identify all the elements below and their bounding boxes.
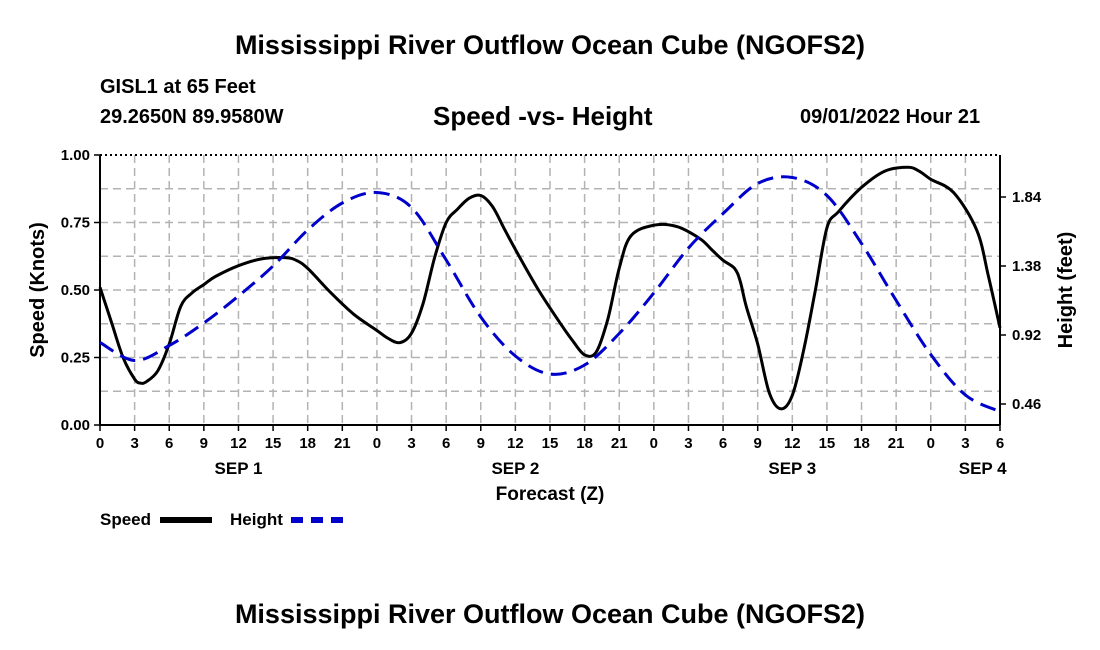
y-tick-label: 0.00 — [61, 417, 90, 434]
y-tick-label: 1.00 — [61, 147, 90, 164]
y2-tick-label: 1.84 — [1012, 189, 1042, 206]
x-tick-label: 15 — [819, 435, 836, 452]
y-tick-label: 0.25 — [61, 350, 90, 367]
y2-tick-label: 0.92 — [1012, 327, 1041, 344]
x-tick-label: 18 — [576, 435, 593, 452]
y-tick-label: 0.75 — [61, 215, 90, 232]
x-tick-label: 6 — [165, 435, 173, 452]
date-label: SEP 3 — [768, 459, 816, 478]
y-tick-label: 0.50 — [61, 282, 90, 299]
x-tick-label: 3 — [684, 435, 692, 452]
forecast-datetime: 09/01/2022 Hour 21 — [800, 106, 981, 128]
legend-height-label: Height — [230, 510, 283, 529]
x-tick-label: 21 — [334, 435, 351, 452]
chart-subtitle: Speed -vs- Height — [433, 101, 653, 131]
x-tick-label: 9 — [200, 435, 208, 452]
x-tick-label: 15 — [542, 435, 559, 452]
speed-series-line — [98, 165, 1002, 411]
x-tick-label: 9 — [477, 435, 485, 452]
y2-tick-label: 1.38 — [1012, 258, 1041, 275]
x-tick-label: 3 — [961, 435, 969, 452]
x-tick-label: 0 — [927, 435, 935, 452]
x-tick-label: 15 — [265, 435, 282, 452]
height-series-line — [99, 175, 1001, 413]
x-tick-label: 21 — [888, 435, 905, 452]
date-label: SEP 2 — [491, 459, 539, 478]
date-label: SEP 4 — [959, 459, 1007, 478]
x-tick-label: 18 — [853, 435, 870, 452]
x-tick-label: 6 — [442, 435, 450, 452]
x-tick-label: 3 — [407, 435, 415, 452]
y2-tick-label: 0.46 — [1012, 396, 1041, 413]
x-tick-label: 9 — [754, 435, 762, 452]
legend-speed-label: Speed — [100, 510, 152, 529]
x-tick-label: 21 — [611, 435, 628, 452]
coordinates-label: 29.2650N 89.9580W — [100, 106, 284, 128]
date-label: SEP 1 — [215, 459, 263, 478]
x-tick-label: 12 — [784, 435, 801, 452]
x-tick-label: 6 — [719, 435, 727, 452]
y2-axis-title: Height (feet) — [1055, 232, 1077, 349]
chart-title: Mississippi River Outflow Ocean Cube (NG… — [234, 30, 866, 60]
station-label: GISL1 at 65 Feet — [100, 76, 256, 98]
x-tick-label: 3 — [130, 435, 138, 452]
x-tick-label: 6 — [996, 435, 1004, 452]
x-tick-label: 0 — [650, 435, 658, 452]
x-tick-label: 12 — [230, 435, 247, 452]
x-tick-label: 0 — [96, 435, 104, 452]
legend-height-swatch — [291, 517, 343, 523]
y-axis-title: Speed (Knots) — [27, 222, 49, 358]
x-tick-label: 18 — [299, 435, 316, 452]
footer-title: Mississippi River Outflow Ocean Cube (NG… — [234, 599, 866, 629]
x-tick-label: 12 — [507, 435, 524, 452]
x-tick-label: 0 — [373, 435, 381, 452]
legend-speed-swatch — [160, 517, 212, 523]
x-axis-title: Forecast (Z) — [496, 484, 605, 505]
